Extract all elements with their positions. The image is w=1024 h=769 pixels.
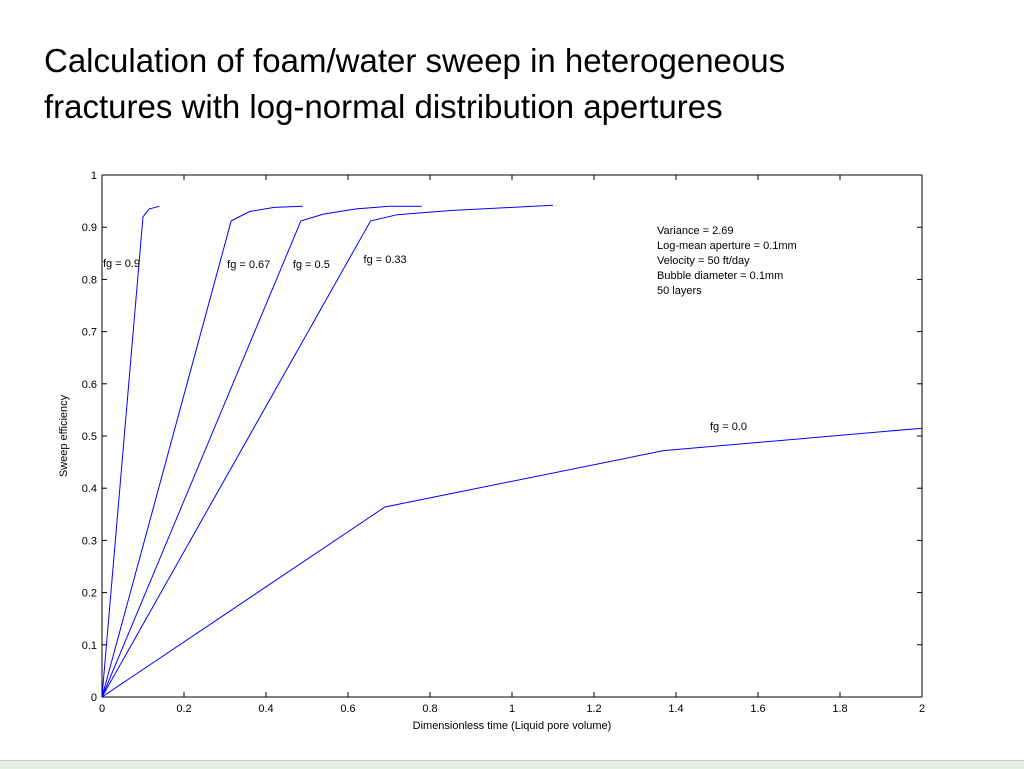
slide-title-line-2: fractures with log-normal distribution a… bbox=[44, 88, 723, 125]
series-lines bbox=[101, 204, 923, 698]
series-line bbox=[101, 205, 422, 698]
y-tick-label: 1 bbox=[91, 170, 97, 182]
annotation-line: Velocity = 50 ft/day bbox=[657, 255, 750, 267]
x-tick-label: 2 bbox=[919, 703, 925, 715]
series-line bbox=[101, 205, 160, 698]
annotation-line: 50 layers bbox=[657, 285, 702, 297]
y-tick-label: 0.2 bbox=[82, 588, 97, 600]
series-line bbox=[101, 204, 554, 698]
y-tick-label: 0.6 bbox=[82, 379, 97, 391]
slide-title-line-1: Calculation of foam/water sweep in heter… bbox=[44, 42, 786, 79]
y-tick-label: 0.9 bbox=[82, 222, 97, 234]
annotation-line: Log-mean aperture = 0.1mm bbox=[657, 240, 797, 252]
x-tick-label: 1.8 bbox=[832, 703, 847, 715]
series-labels: fg = 0.9 fg = 0.67 fg = 0.5 fg = 0.33 fg = 0… bbox=[103, 254, 747, 433]
x-tick-label: 1.2 bbox=[586, 703, 601, 715]
y-tick-label: 0 bbox=[91, 692, 97, 704]
x-tick-label: 1.4 bbox=[668, 703, 683, 715]
series-label: fg = 0.0 bbox=[710, 421, 747, 433]
slide-title: Calculation of foam/water sweep in heter… bbox=[44, 38, 1004, 130]
y-tick-label: 0.7 bbox=[82, 327, 97, 339]
y-tick-label: 0.4 bbox=[82, 483, 97, 495]
x-tick-label: 0 bbox=[99, 703, 105, 715]
x-tick-label: 1 bbox=[509, 703, 515, 715]
x-tick-label: 0.2 bbox=[176, 703, 191, 715]
series-label: fg = 0.33 bbox=[364, 254, 407, 266]
series-line bbox=[101, 427, 923, 698]
series-line bbox=[101, 205, 303, 698]
y-tick-label: 0.5 bbox=[82, 431, 97, 443]
plot-area bbox=[101, 174, 923, 698]
x-tick-label: 0.6 bbox=[340, 703, 355, 715]
annotation-line: Bubble diameter = 0.1mm bbox=[657, 270, 783, 282]
annotation-line: Variance = 2.69 bbox=[657, 225, 734, 237]
x-axis-label: Dimensionless time (Liquid pore volume) bbox=[413, 720, 612, 732]
x-tick-label: 1.6 bbox=[750, 703, 765, 715]
y-tick-label: 0.8 bbox=[82, 274, 97, 286]
series-label: fg = 0.67 bbox=[227, 259, 270, 271]
y-tick-label: 0.3 bbox=[82, 535, 97, 547]
y-tick-label: 0.1 bbox=[82, 640, 97, 652]
axis-ticks bbox=[101, 174, 923, 698]
x-tick-label: 0.8 bbox=[422, 703, 437, 715]
series-label: fg = 0.9 bbox=[103, 258, 140, 270]
y-axis-label: Sweep efficiency bbox=[58, 394, 70, 477]
slide-footer-strip bbox=[0, 760, 1024, 769]
x-tick-label: 0.4 bbox=[258, 703, 273, 715]
series-label: fg = 0.5 bbox=[293, 259, 330, 271]
parameters-annotation: Variance = 2.69 Log-mean aperture = 0.1mm… bbox=[657, 225, 797, 297]
axis-tick-labels: 0 0.2 0.4 0.6 0.8 1 1.2 1.4 1.6 1.8 2 0 0.1 0.2 0.3 0.4… bbox=[82, 170, 925, 715]
